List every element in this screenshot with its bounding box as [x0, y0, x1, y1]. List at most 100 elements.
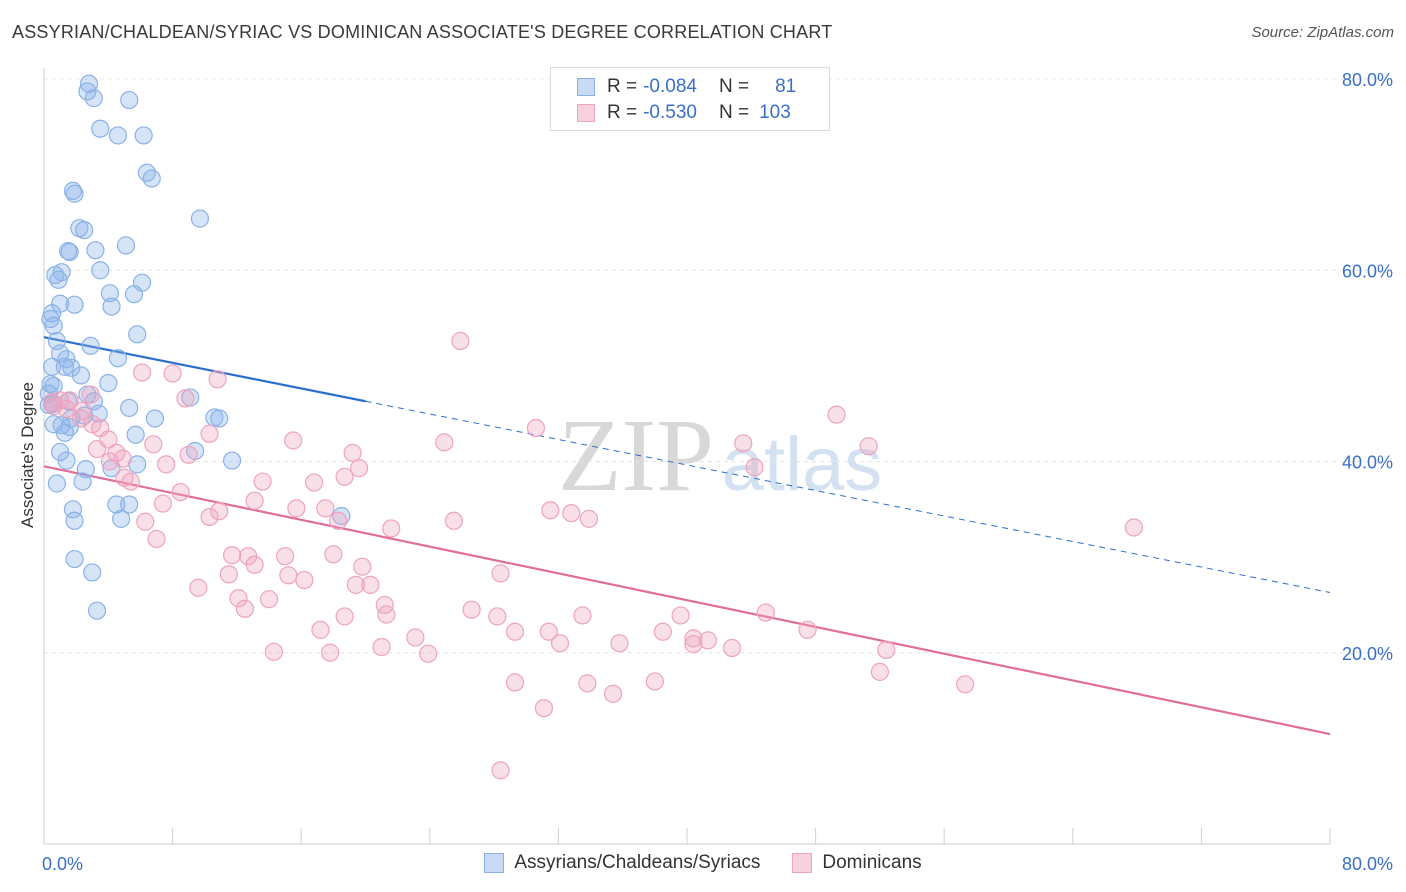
legend-item-assyrian: Assyrians/Chaldeans/Syriacs [484, 852, 760, 874]
data-point [145, 409, 165, 428]
data-point [491, 761, 510, 780]
data-point [65, 549, 84, 569]
data-point [176, 389, 195, 408]
data-point [137, 163, 156, 182]
data-point [222, 546, 242, 565]
data-point [311, 620, 330, 639]
legend-r-label: R = [607, 102, 638, 123]
data-point [200, 507, 219, 527]
data-point [157, 455, 176, 474]
legend-n-value: 103 [759, 102, 791, 123]
data-point [57, 399, 76, 419]
data-point [343, 443, 362, 462]
data-point [877, 640, 896, 659]
tick-labels: 20.0% 40.0% 60.0% 80.0% 0.0% 80.0% [42, 70, 1393, 874]
data-point [210, 502, 229, 521]
data-point [603, 684, 623, 703]
data-point [91, 119, 110, 138]
x-tick-label: 80.0% [1342, 854, 1393, 874]
data-point [134, 126, 153, 145]
data-point [279, 566, 298, 585]
data-point [210, 409, 229, 428]
data-point [734, 434, 753, 453]
data-point [1124, 518, 1143, 537]
data-point [550, 634, 570, 653]
data-point [435, 433, 454, 452]
data-point [63, 500, 83, 519]
data-point [353, 557, 372, 576]
legend-swatch-dominican [792, 853, 813, 873]
data-point [645, 672, 664, 691]
data-point [264, 642, 283, 661]
data-point [120, 495, 139, 514]
data-point [112, 509, 131, 528]
data-point [229, 589, 248, 608]
legend-n-value: 81 [775, 76, 797, 97]
data-point [562, 504, 581, 523]
data-point [324, 545, 343, 564]
x-tick-label: 0.0% [42, 854, 83, 874]
legend-r-label: R = [607, 76, 638, 97]
data-point [57, 350, 76, 369]
data-point [349, 459, 369, 478]
data-point [859, 437, 878, 456]
data-point [505, 673, 525, 692]
data-point [44, 415, 63, 434]
data-point [57, 451, 76, 470]
data-point [541, 501, 560, 520]
data-point [86, 241, 105, 260]
data-point [610, 634, 629, 653]
data-point [126, 425, 145, 444]
data-point [361, 575, 380, 594]
data-point [253, 472, 272, 491]
data-point [827, 405, 846, 424]
data-point [47, 474, 66, 493]
data-point [136, 512, 155, 531]
data-point [684, 635, 703, 654]
data-point [113, 449, 132, 468]
data-point [44, 316, 63, 335]
data-point [49, 270, 68, 289]
data-point [462, 600, 481, 619]
data-point [346, 575, 365, 594]
data-point [488, 607, 507, 626]
data-point [200, 424, 219, 443]
data-point [219, 565, 238, 584]
data-point [653, 622, 672, 641]
data-point [102, 297, 121, 316]
data-point [578, 674, 597, 693]
data-point [73, 401, 92, 420]
data-point [756, 603, 775, 622]
data-point [99, 373, 118, 393]
data-point [276, 547, 295, 566]
axes [43, 68, 1331, 845]
data-point [55, 357, 74, 376]
data-point [163, 364, 182, 383]
data-point [304, 473, 324, 492]
trend-line-extension [365, 400, 1331, 593]
data-point [377, 605, 396, 624]
data-point [295, 570, 314, 590]
data-point [65, 511, 84, 530]
data-point [147, 529, 166, 549]
data-point [335, 467, 354, 486]
data-point [108, 126, 128, 145]
data-point [78, 82, 97, 101]
legend-swatch-assyrian [484, 853, 505, 873]
data-point [505, 622, 525, 641]
data-point [444, 511, 464, 530]
data-point [684, 629, 703, 648]
data-point [120, 398, 139, 418]
data-point [372, 637, 391, 657]
data-point [698, 631, 717, 650]
data-point [100, 284, 120, 303]
data-point [79, 74, 99, 93]
data-point [81, 385, 100, 404]
data-point [124, 285, 144, 304]
data-point [120, 90, 139, 110]
legend-r-value: -0.530 [643, 102, 697, 123]
legend-n-label: N = [718, 102, 750, 123]
data-point [419, 644, 438, 663]
data-point [142, 169, 161, 188]
data-point [745, 458, 764, 477]
